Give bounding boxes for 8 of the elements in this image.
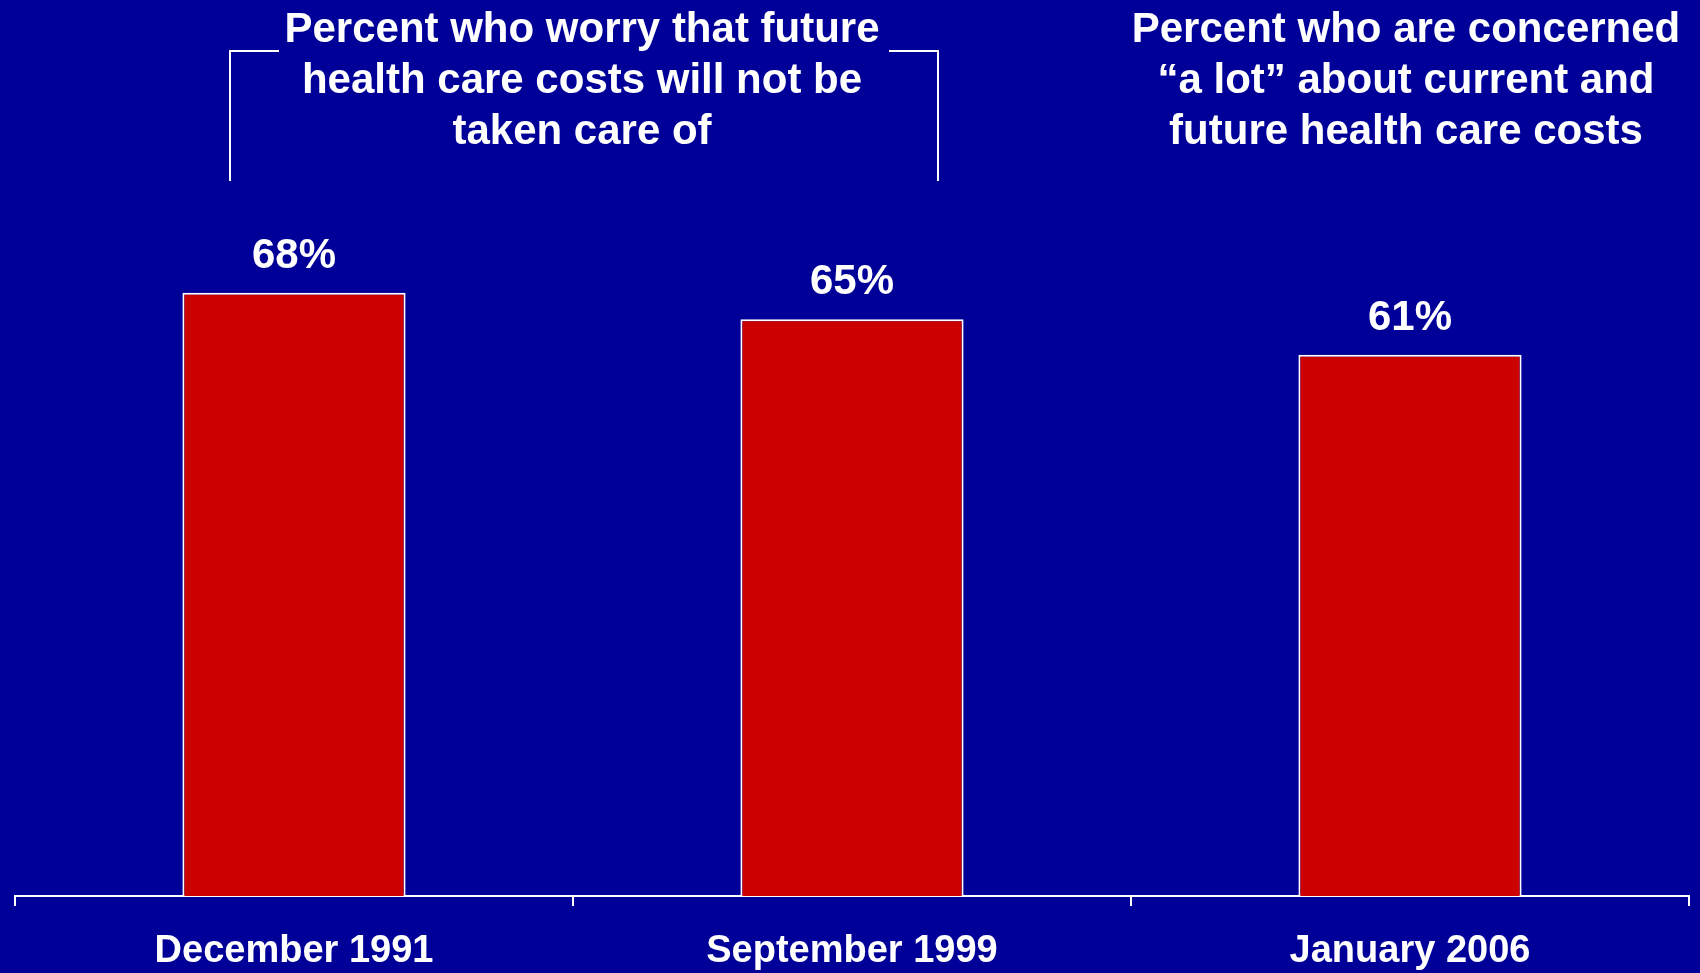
text: Percent who worry that future health care costs will not be taken care of	[283, 3, 881, 155]
data-label: 65%	[809, 256, 895, 304]
data-label: 68%	[251, 229, 337, 277]
x-tick-label: September 1999	[706, 928, 998, 971]
data-label: 61%	[1367, 291, 1453, 339]
x-tick-label: January 2006	[1289, 928, 1531, 971]
text: Percent who are concerned “a lot” about current and future health care costs	[1130, 3, 1682, 155]
x-tick-label: December 1991	[154, 928, 434, 971]
